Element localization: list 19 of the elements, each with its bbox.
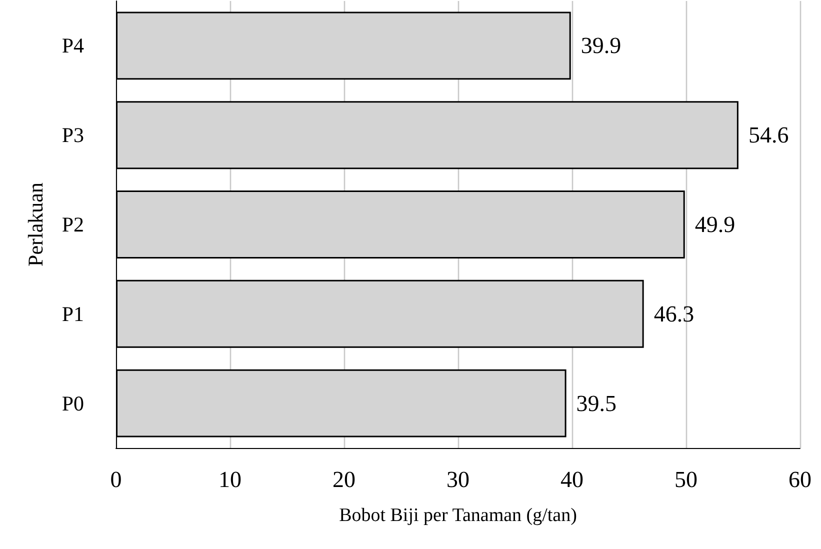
data-label: 39.9 bbox=[580, 33, 622, 58]
x-axis-title: Bobot Biji per Tanaman (g/tan) bbox=[339, 505, 577, 526]
x-tick-label: 10 bbox=[218, 467, 242, 492]
x-tick-label: 40 bbox=[560, 467, 584, 492]
y-tick-label: P1 bbox=[62, 302, 84, 326]
y-tick-label: P4 bbox=[62, 34, 84, 58]
x-tick-label: 60 bbox=[788, 467, 812, 492]
data-label: 54.6 bbox=[748, 122, 789, 148]
data-label: 46.3 bbox=[654, 301, 694, 326]
data-label: 49.9 bbox=[694, 212, 736, 237]
x-tick-label: 0 bbox=[110, 467, 122, 492]
y-axis-title: Perlakuan bbox=[24, 182, 48, 266]
y-tick-label: P3 bbox=[62, 123, 84, 148]
data-label: 39.5 bbox=[576, 390, 617, 416]
x-tick-label: 50 bbox=[674, 467, 698, 492]
y-tick-label: P0 bbox=[62, 391, 84, 416]
x-tick-label: 20 bbox=[332, 467, 356, 492]
x-tick-label: 30 bbox=[446, 467, 470, 492]
y-tick-label: P2 bbox=[62, 212, 84, 236]
